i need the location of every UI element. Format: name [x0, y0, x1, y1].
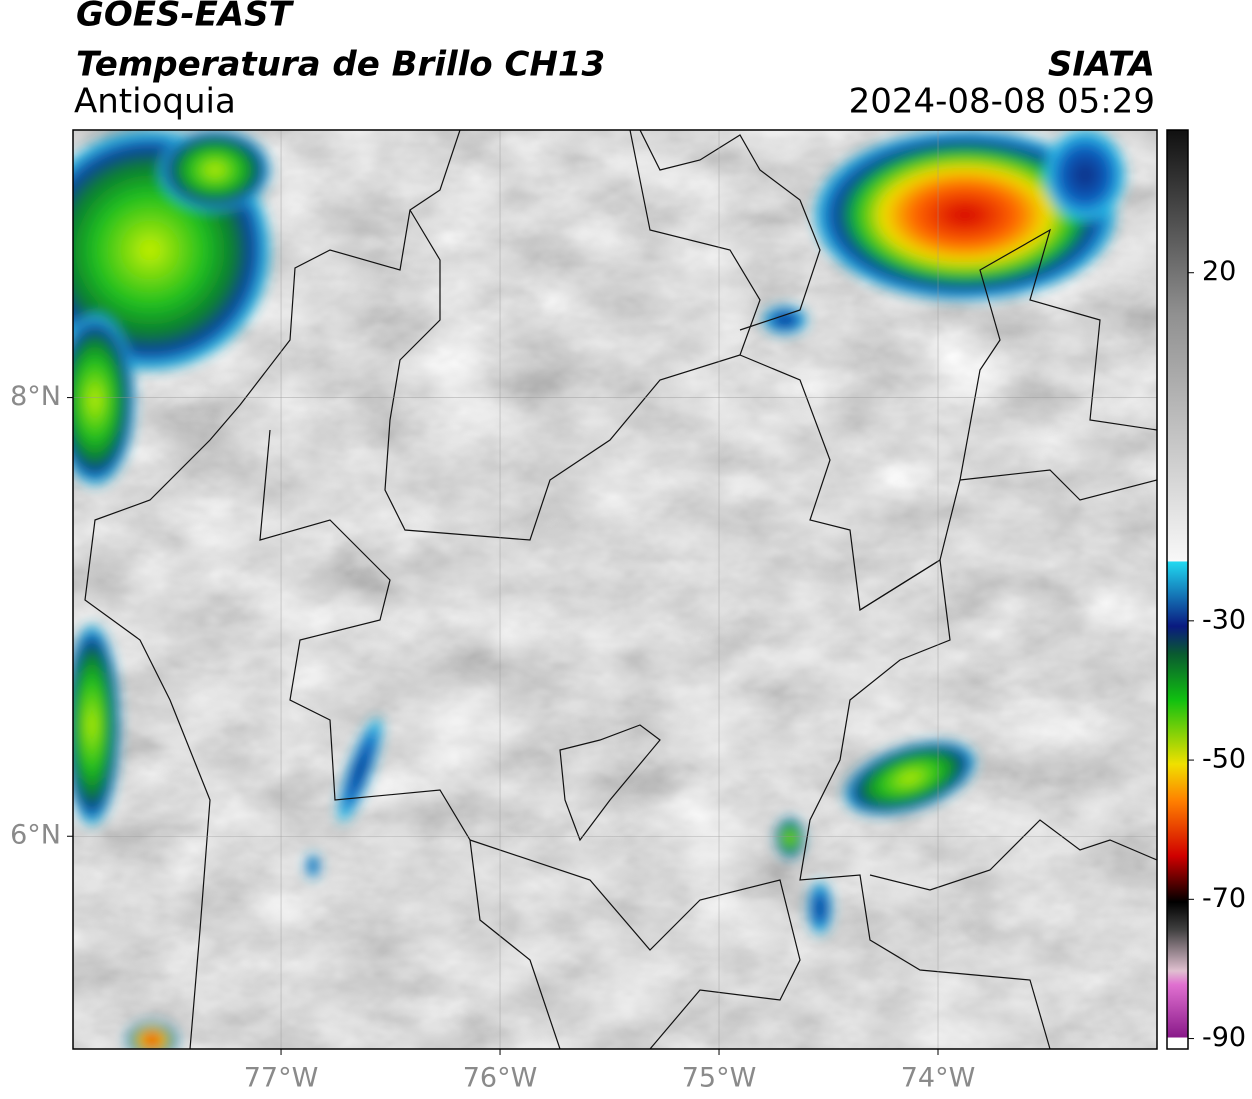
colorbar [1166, 129, 1189, 1050]
colorbar-tick-label: -50 [1202, 744, 1246, 775]
x-tick-label: 76°W [463, 1063, 538, 1094]
y-tick-label: 8°N [10, 381, 61, 412]
x-tick-label: 75°W [682, 1063, 757, 1094]
source: SIATA [1048, 45, 1155, 85]
colorbar-tick-label: -70 [1202, 883, 1246, 914]
x-tick-label: 74°W [901, 1063, 976, 1094]
borders [84, 130, 1157, 1049]
region: Antioquia [74, 82, 236, 122]
x-tick-label: 77°W [244, 1063, 319, 1094]
map-frame [72, 129, 1158, 1050]
colorbar-tick-label: 20 [1202, 256, 1236, 287]
cold-clouds [73, 130, 1125, 1049]
colorbar-tick-label: -30 [1202, 604, 1246, 635]
subtitle: Temperatura de Brillo CH13 [76, 45, 605, 85]
datetime: 2024-08-08 05:29 [849, 82, 1155, 122]
title: GOES-EAST [76, 0, 295, 35]
graticule [73, 130, 1157, 1049]
y-tick-label: 6°N [10, 820, 61, 851]
map-image [73, 130, 1157, 1049]
colorbar-tick-label: -90 [1202, 1022, 1246, 1053]
